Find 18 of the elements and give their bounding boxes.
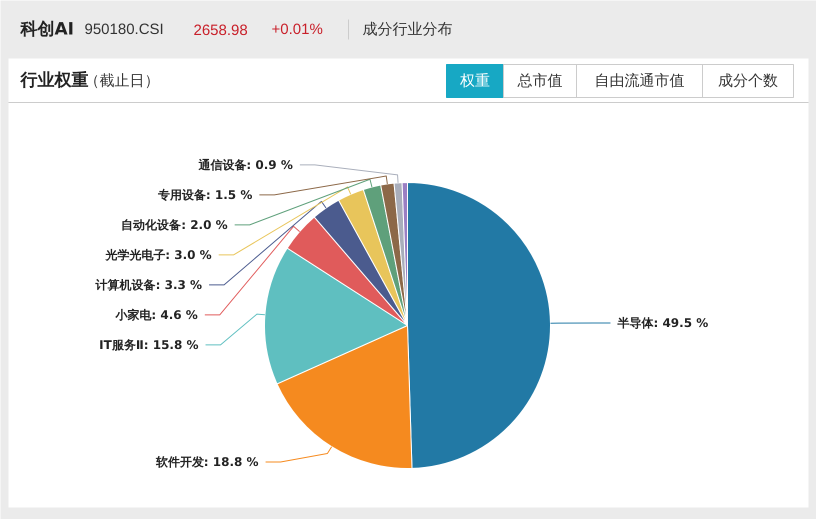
slice-label: 通信设备: 0.9 %	[197, 158, 293, 172]
text: 自由流通市值	[594, 72, 684, 90]
slice-label: 专用设备: 1.5 %	[156, 188, 252, 202]
text: 2658.98	[194, 22, 248, 39]
text: 成分行业分布	[362, 21, 452, 38]
slice-label: 自动化设备: 2.0 %	[121, 218, 228, 232]
chart-title: 科创AI	[20, 20, 74, 40]
text: 权重	[459, 72, 490, 90]
slice-label: 软件开发: 18.8 %	[154, 454, 259, 469]
slice-label: 光学光电子: 3.0 %	[104, 248, 212, 262]
slice-label: IT服务Ⅱ: 15.8 %	[99, 338, 199, 352]
text: 成分个数	[718, 72, 778, 90]
text: 总市值	[516, 72, 562, 90]
text: +0.01%	[272, 21, 323, 38]
slice-label: 小家电: 4.6 %	[114, 308, 198, 322]
text: 950180.CSI	[84, 21, 164, 38]
slice-label: 半导体: 49.5 %	[616, 316, 708, 330]
slice-label: 计算机设备: 3.3 %	[94, 278, 202, 292]
